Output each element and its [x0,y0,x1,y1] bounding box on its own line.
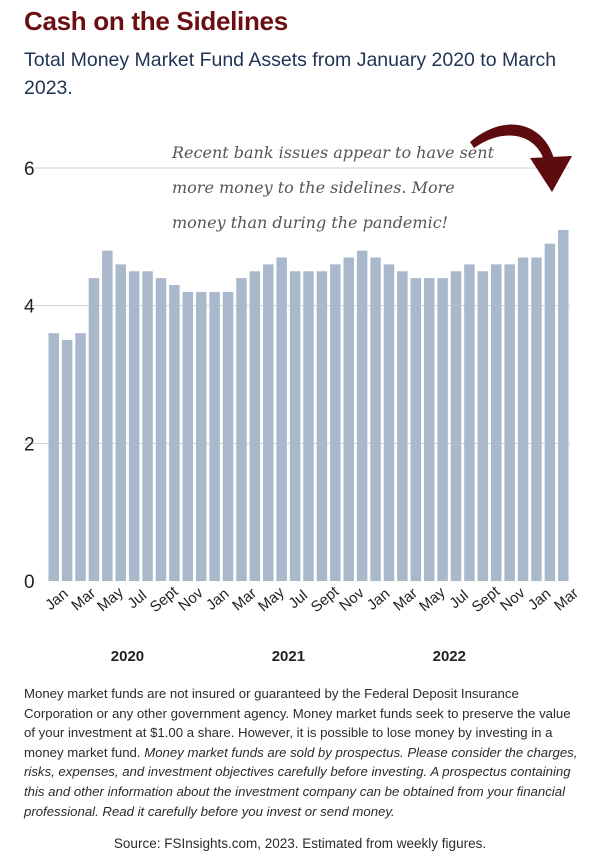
bar [195,291,207,581]
bar [276,257,287,581]
bar [61,340,73,581]
y-axis-ticks: 0 2 4 6 [24,159,35,593]
bar [142,271,153,581]
annotation: Recent bank issues appear to have sent m… [171,124,572,232]
bar [397,271,408,581]
year-label: 2021 [272,648,305,665]
year-label: 2020 [111,648,144,665]
bar [169,285,180,581]
bar [544,243,556,581]
bar [491,264,502,581]
bar [115,264,126,581]
disclaimer-italic: Money market funds are sold by prospectu… [24,744,578,819]
year-label: 2022 [433,648,466,665]
x-tick-label: Nov [336,584,368,614]
bar [289,271,301,581]
annotation-line-3: money than during the pandemic! [172,213,448,232]
bar [370,257,381,581]
bar [410,278,422,581]
x-tick-label: May [416,584,449,616]
year-labels: 2020 2021 2022 [111,648,466,665]
x-tick-label: Jan [42,585,71,614]
x-tick-label: Jan [364,585,393,614]
y-tick-label: 4 [24,297,35,318]
bar [155,278,167,581]
bar [128,271,140,581]
bar [423,278,435,581]
bar [249,271,261,581]
disclaimer-plain: Money market funds are not insured or gu… [24,686,571,760]
bar [437,278,448,581]
bar [263,264,274,581]
x-tick-label: Jan [525,585,554,614]
x-tick-label: Mar [68,585,99,615]
bar [330,264,341,581]
bar [75,333,86,581]
x-axis-ticks: JanMarMayJulSeptNovJanMarMayJulSeptNovJa… [42,583,582,616]
bar [383,264,395,581]
bar [316,271,328,581]
bar [517,257,529,581]
x-tick-label: Mar [551,585,582,615]
bar [356,250,368,581]
bar [531,257,542,581]
bar [48,333,59,581]
x-tick-label: Mar [390,585,421,615]
source-note: Source: FSInsights.com, 2023. Estimated … [113,836,487,851]
x-tick-label: Nov [497,584,529,614]
annotation-line-1: Recent bank issues appear to have sent [171,143,495,162]
x-tick-label: Jan [203,585,232,614]
y-tick-label: 0 [24,572,35,593]
bar [236,278,247,581]
annotation-line-2: more money to the sidelines. More [172,178,455,197]
bar [464,264,475,581]
bars [48,229,569,581]
bar [102,250,113,581]
x-tick-label: May [255,584,288,616]
x-tick-label: Nov [175,584,207,614]
bar [209,291,220,581]
money-market-bar-chart: 0 2 4 6 JanMarMayJulSeptNovJanMarMayJulSept… [24,124,582,665]
x-tick-label: Jul [446,587,472,612]
y-tick-label: 2 [24,434,35,455]
x-tick-label: Jul [124,587,150,612]
curved-arrow-icon [470,124,572,192]
bar [477,271,489,581]
bar [504,264,515,581]
bar [558,229,569,581]
x-tick-label: Mar [229,585,260,615]
bar [343,257,354,581]
chart-subtitle: Total Money Market Fund Assets from Janu… [24,49,557,99]
bar [88,278,100,581]
disclaimer: Money market funds are not insured or gu… [24,684,580,821]
bar [222,291,234,581]
bar [450,271,462,581]
bar [303,271,314,581]
x-tick-label: Jul [285,587,311,612]
bar [182,291,194,581]
chart-title: Cash on the Sidelines [24,6,288,36]
y-tick-label: 6 [24,159,35,180]
x-tick-label: May [94,584,127,616]
